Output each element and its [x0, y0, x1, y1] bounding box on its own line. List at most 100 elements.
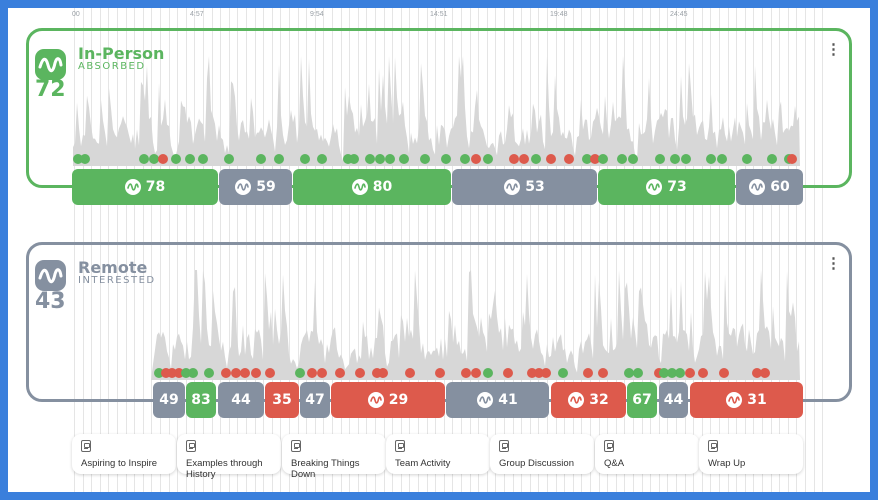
section-card[interactable]: Q&A: [595, 434, 699, 474]
reaction-marker[interactable]: [154, 368, 164, 378]
reaction-marker[interactable]: [256, 154, 266, 164]
reaction-marker[interactable]: [274, 154, 284, 164]
reaction-marker[interactable]: [343, 154, 353, 164]
reaction-marker[interactable]: [541, 368, 551, 378]
reaction-marker[interactable]: [372, 368, 382, 378]
reaction-marker[interactable]: [80, 154, 90, 164]
reaction-marker[interactable]: [471, 154, 481, 164]
section-card[interactable]: Breaking Things Down: [282, 434, 386, 480]
reaction-marker[interactable]: [719, 368, 729, 378]
reaction-marker[interactable]: [483, 154, 493, 164]
reaction-marker[interactable]: [174, 368, 184, 378]
segment-score-chip[interactable]: 59: [219, 169, 292, 205]
reaction-marker[interactable]: [224, 154, 234, 164]
reaction-marker[interactable]: [435, 368, 445, 378]
reaction-marker[interactable]: [598, 368, 608, 378]
segment-score-chip[interactable]: 41: [446, 382, 549, 418]
reaction-marker[interactable]: [531, 154, 541, 164]
reaction-marker[interactable]: [335, 368, 345, 378]
reaction-marker[interactable]: [509, 154, 519, 164]
segment-score-chip[interactable]: 80: [293, 169, 451, 205]
segment-score-chip[interactable]: 49: [153, 382, 185, 418]
reaction-marker[interactable]: [158, 154, 168, 164]
reaction-marker[interactable]: [185, 154, 195, 164]
reaction-marker[interactable]: [752, 368, 762, 378]
reaction-marker[interactable]: [231, 368, 241, 378]
reaction-marker[interactable]: [240, 368, 250, 378]
reaction-marker[interactable]: [617, 154, 627, 164]
section-card[interactable]: Group Discussion: [490, 434, 594, 474]
reaction-marker[interactable]: [659, 368, 669, 378]
segment-score-chip[interactable]: 35: [265, 382, 299, 418]
segment-score-chip[interactable]: 31: [690, 382, 803, 418]
reaction-marker[interactable]: [483, 368, 493, 378]
segment-score-chip[interactable]: 44: [218, 382, 264, 418]
section-card[interactable]: Examples through History: [177, 434, 281, 480]
reaction-marker[interactable]: [349, 154, 359, 164]
segment-score-chip[interactable]: 44: [659, 382, 688, 418]
reaction-marker[interactable]: [385, 154, 395, 164]
reaction-marker[interactable]: [317, 368, 327, 378]
reaction-marker[interactable]: [405, 368, 415, 378]
reaction-marker[interactable]: [167, 368, 177, 378]
reaction-marker[interactable]: [527, 368, 537, 378]
segment-score-chip[interactable]: 73: [598, 169, 735, 205]
reaction-marker[interactable]: [706, 154, 716, 164]
reaction-marker[interactable]: [582, 154, 592, 164]
reaction-marker[interactable]: [460, 154, 470, 164]
reaction-marker[interactable]: [317, 154, 327, 164]
reaction-marker[interactable]: [670, 154, 680, 164]
reaction-marker[interactable]: [251, 368, 261, 378]
reaction-marker[interactable]: [295, 368, 305, 378]
reaction-marker[interactable]: [378, 368, 388, 378]
reaction-marker[interactable]: [698, 368, 708, 378]
section-card[interactable]: Wrap Up: [699, 434, 803, 474]
segment-score-chip[interactable]: 67: [627, 382, 657, 418]
segment-score-chip[interactable]: 53: [452, 169, 597, 205]
reaction-marker[interactable]: [307, 368, 317, 378]
reaction-marker[interactable]: [188, 368, 198, 378]
reaction-marker[interactable]: [441, 154, 451, 164]
reaction-marker[interactable]: [598, 154, 608, 164]
reaction-marker[interactable]: [787, 154, 797, 164]
reaction-marker[interactable]: [420, 154, 430, 164]
reaction-marker[interactable]: [675, 368, 685, 378]
reaction-marker[interactable]: [221, 368, 231, 378]
segment-score-chip[interactable]: 60: [736, 169, 803, 205]
reaction-marker[interactable]: [760, 368, 770, 378]
segment-score-chip[interactable]: 83: [186, 382, 216, 418]
section-card[interactable]: Team Activity: [386, 434, 490, 474]
segment-score-chip[interactable]: 29: [331, 382, 445, 418]
reaction-marker[interactable]: [534, 368, 544, 378]
reaction-marker[interactable]: [171, 154, 181, 164]
reaction-marker[interactable]: [198, 154, 208, 164]
segment-score-chip[interactable]: 32: [551, 382, 626, 418]
reaction-marker[interactable]: [139, 154, 149, 164]
reaction-marker[interactable]: [685, 368, 695, 378]
reaction-marker[interactable]: [503, 368, 513, 378]
reaction-marker[interactable]: [583, 368, 593, 378]
reaction-marker[interactable]: [655, 154, 665, 164]
reaction-marker[interactable]: [204, 368, 214, 378]
reaction-marker[interactable]: [667, 368, 677, 378]
reaction-marker[interactable]: [365, 154, 375, 164]
segment-score-chip[interactable]: 78: [72, 169, 218, 205]
reaction-marker[interactable]: [742, 154, 752, 164]
reaction-marker[interactable]: [546, 154, 556, 164]
reaction-marker[interactable]: [558, 368, 568, 378]
reaction-marker[interactable]: [633, 368, 643, 378]
reaction-marker[interactable]: [265, 368, 275, 378]
reaction-marker[interactable]: [355, 368, 365, 378]
reaction-marker[interactable]: [375, 154, 385, 164]
reaction-marker[interactable]: [564, 154, 574, 164]
reaction-marker[interactable]: [590, 154, 600, 164]
reaction-marker[interactable]: [471, 368, 481, 378]
reaction-marker[interactable]: [519, 154, 529, 164]
reaction-marker[interactable]: [628, 154, 638, 164]
reaction-marker[interactable]: [461, 368, 471, 378]
reaction-marker[interactable]: [73, 154, 83, 164]
segment-score-chip[interactable]: 47: [300, 382, 330, 418]
reaction-marker[interactable]: [767, 154, 777, 164]
reaction-marker[interactable]: [624, 368, 634, 378]
reaction-marker[interactable]: [717, 154, 727, 164]
